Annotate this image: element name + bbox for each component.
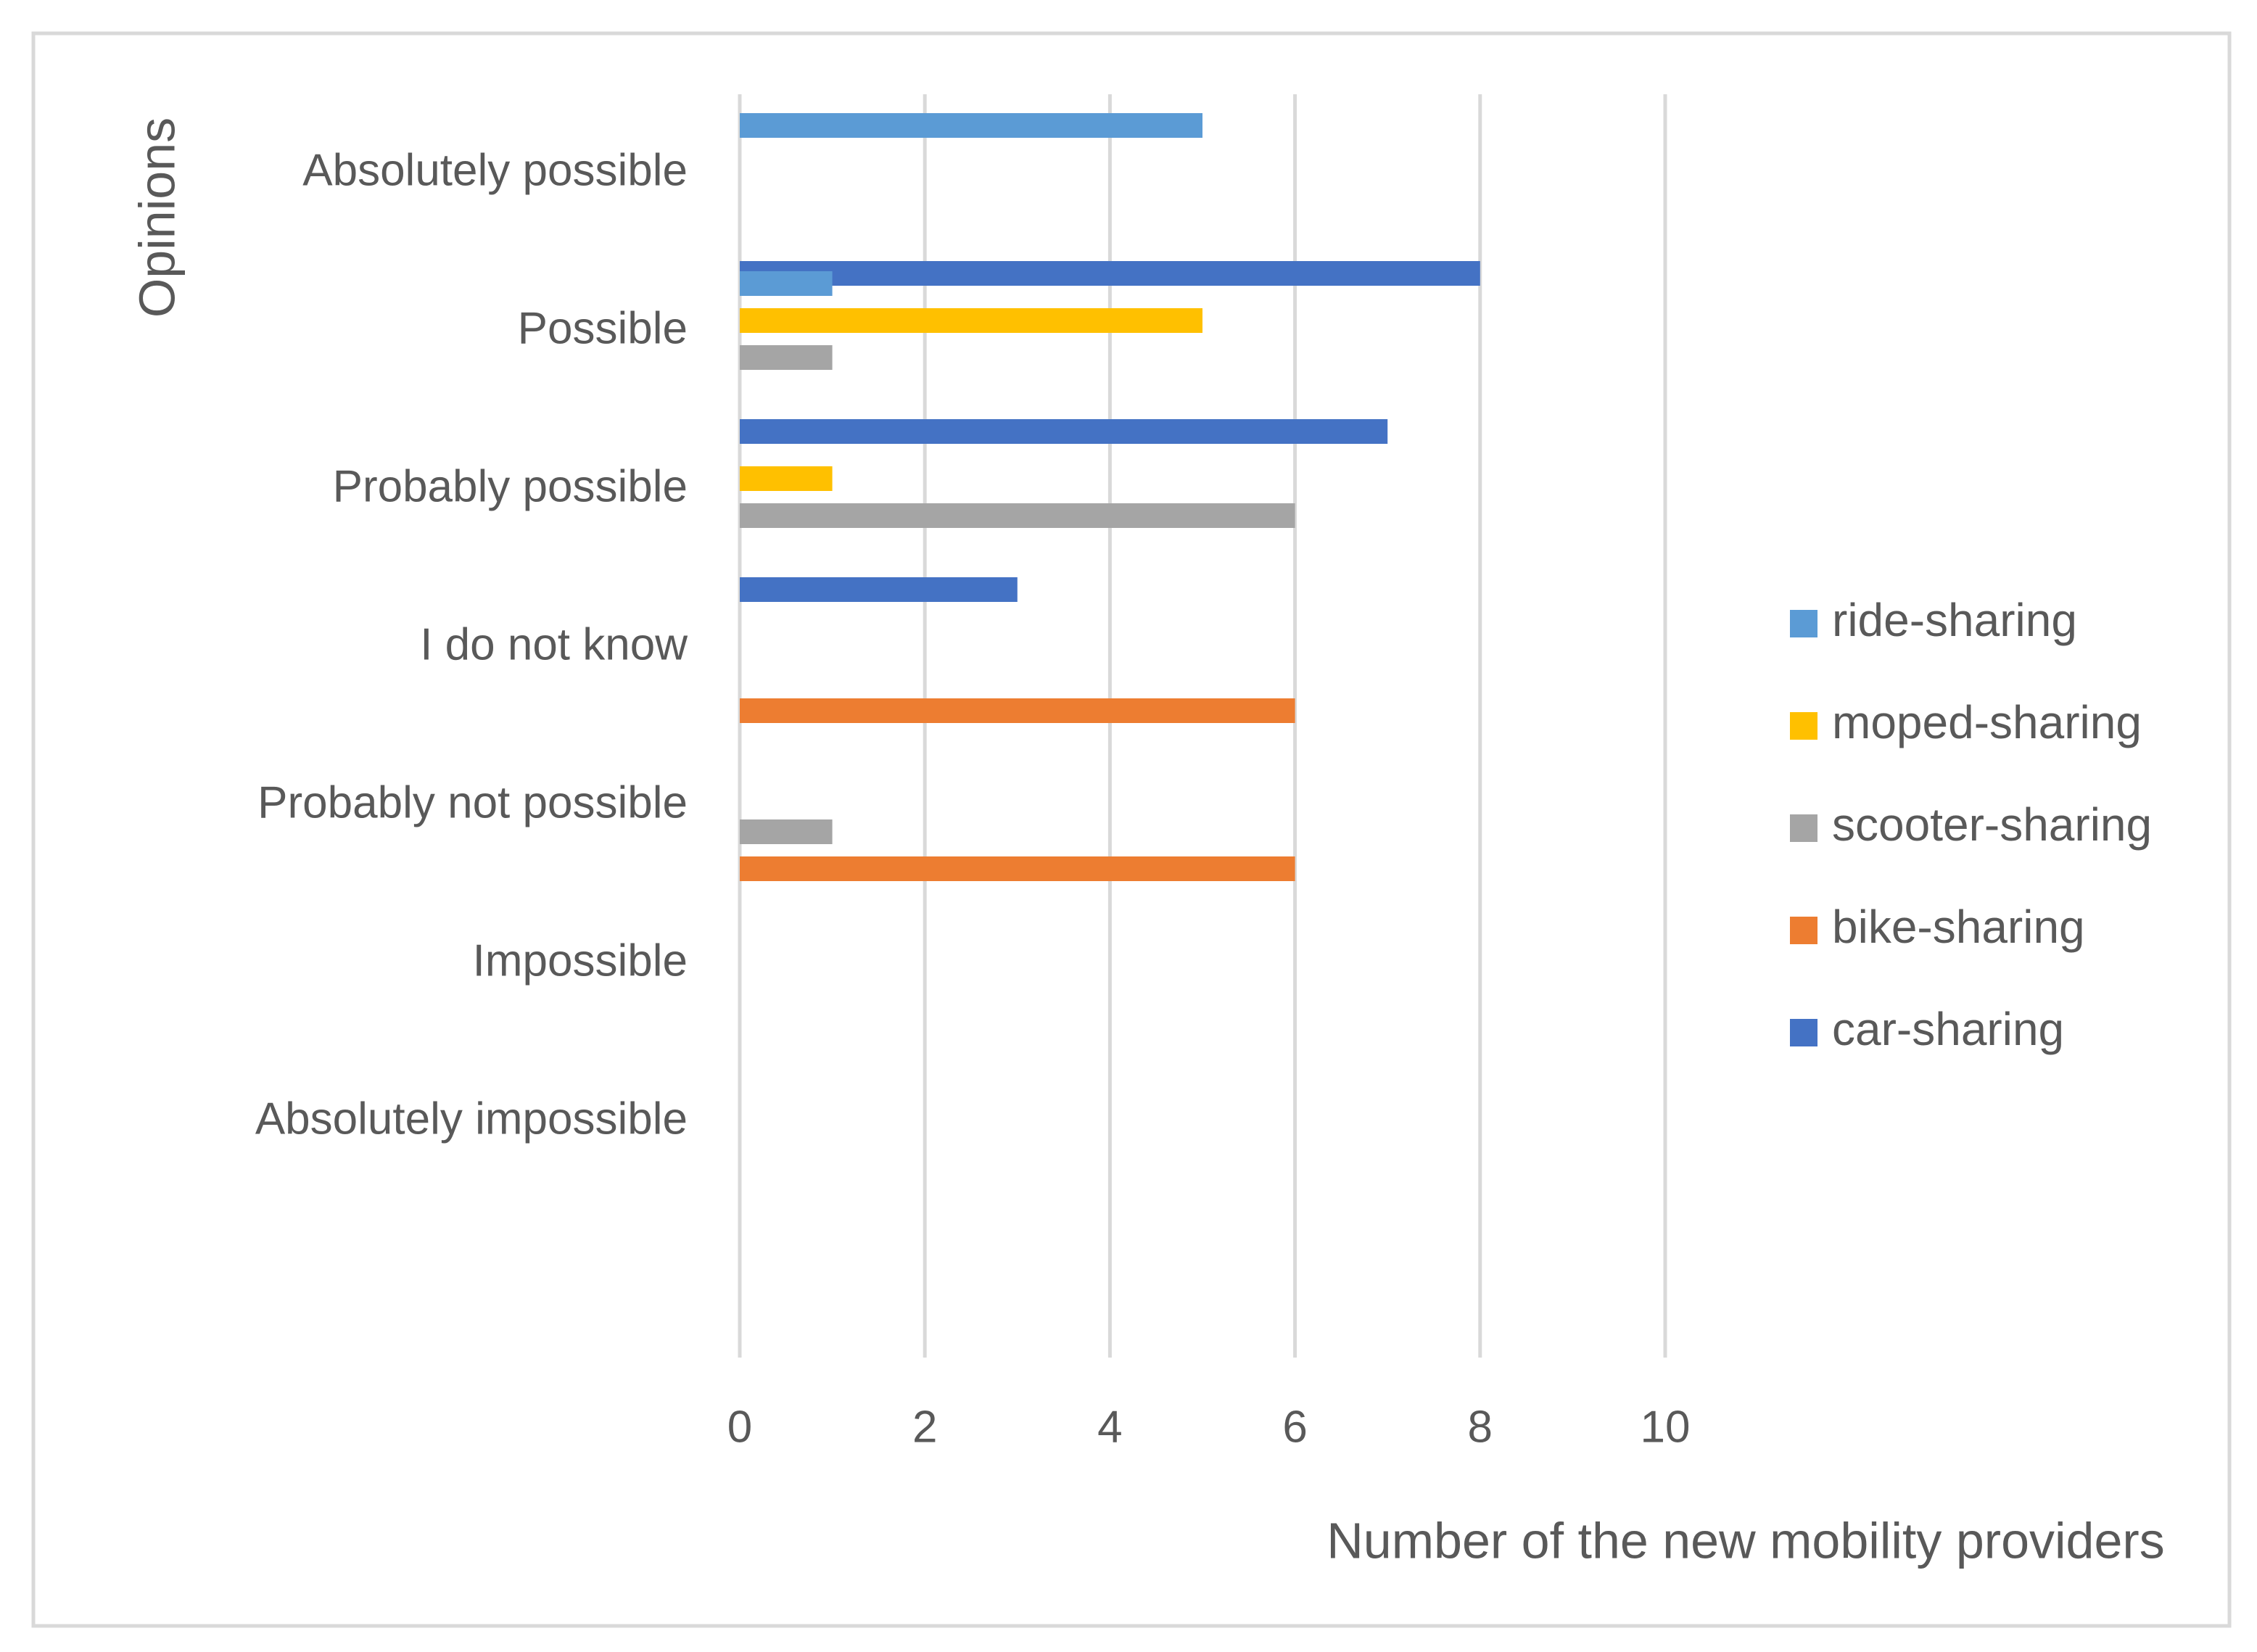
category-label: Absolutely impossible (255, 1094, 688, 1144)
category-label: Probably not possible (257, 777, 688, 827)
bar-moped-sharing (740, 466, 833, 491)
legend: ride-sharing moped-sharing scooter-sharing… (1790, 594, 2152, 1055)
legend-swatch (1790, 712, 1817, 740)
legend-label: scooter-sharing (1832, 798, 2152, 851)
bar-scooter-sharing (740, 503, 1295, 528)
category-label: Impossible (473, 936, 688, 986)
x-tick-label: 0 (727, 1402, 752, 1452)
x-tick-label: 8 (1468, 1402, 1493, 1452)
category-label: Possible (518, 303, 688, 353)
bar-moped-sharing (740, 308, 1202, 333)
category-label: Absolutely possible (302, 145, 688, 195)
legend-swatch (1790, 610, 1817, 637)
x-axis-title: Number of the new mobility providers (1326, 1512, 2164, 1569)
bar-car-sharing (740, 419, 1388, 444)
legend-label: bike-sharing (1832, 901, 2085, 953)
legend-label: car-sharing (1832, 1003, 2064, 1055)
legend-swatch (1790, 917, 1817, 944)
x-tick-label: 10 (1641, 1402, 1691, 1452)
legend-label: moped-sharing (1832, 696, 2142, 748)
bar-scooter-sharing (740, 345, 833, 370)
category-label: I do not know (420, 619, 688, 669)
bar-bike-sharing (740, 698, 1295, 723)
x-tick-label: 4 (1097, 1402, 1122, 1452)
bar-car-sharing (740, 261, 1480, 286)
bar-scooter-sharing (740, 819, 833, 844)
y-axis-title: Opinions (128, 117, 185, 318)
bar-ride-sharing (740, 271, 833, 296)
legend-swatch (1790, 1019, 1817, 1046)
bar-bike-sharing (740, 856, 1295, 881)
x-tick-label: 6 (1282, 1402, 1307, 1452)
bar-ride-sharing (740, 113, 1202, 138)
legend-swatch (1790, 814, 1817, 842)
bar-car-sharing (740, 577, 1018, 602)
legend-label: ride-sharing (1832, 594, 2077, 646)
category-label: Probably possible (333, 461, 688, 511)
chart-border (31, 31, 2232, 1628)
x-tick-label: 2 (912, 1402, 937, 1452)
